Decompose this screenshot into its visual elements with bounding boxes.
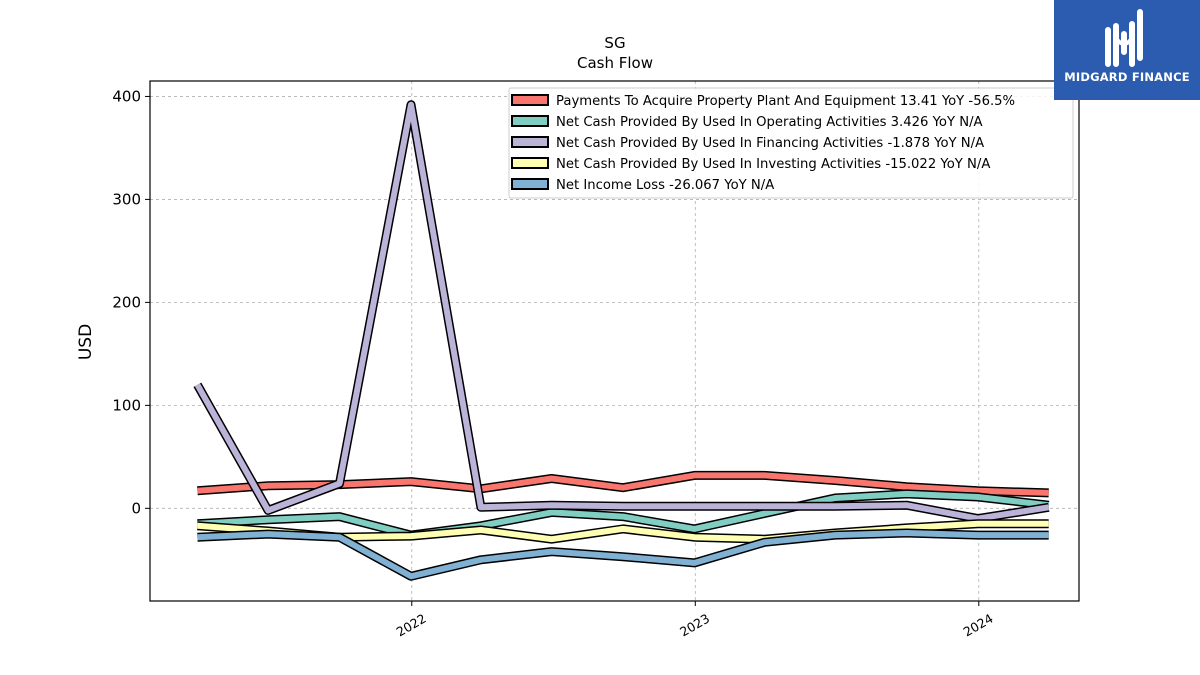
x-axis-ticks: 2022 2023 2024 (394, 601, 996, 640)
y-tick-label: 400 (112, 87, 141, 105)
series-line (197, 490, 1050, 539)
y-tick-label: 200 (112, 293, 141, 311)
y-tick-label: 0 (131, 499, 141, 517)
logo-text: MIDGARD FINANCE (1064, 70, 1190, 84)
legend-swatch (511, 157, 549, 169)
legend-label: Net Income Loss -26.067 YoY N/A (556, 178, 774, 193)
chart-title: SG (604, 34, 625, 52)
x-tick-label: 2022 (394, 611, 429, 640)
legend-swatch (511, 115, 549, 127)
midgard-logo-icon (1105, 9, 1143, 67)
legend-label: Net Cash Provided By Used In Financing A… (556, 136, 984, 151)
y-tick-label: 300 (112, 190, 141, 208)
series-layer (193, 100, 1050, 581)
plot-frame (149, 80, 1080, 602)
legend-swatch (511, 178, 549, 190)
y-axis-label: USD (76, 324, 96, 360)
legend-label: Payments To Acquire Property Plant And E… (556, 94, 1015, 109)
series-3 (193, 100, 1050, 524)
x-tick-label: 2023 (677, 611, 712, 640)
series-2 (197, 489, 1050, 540)
legend-label: Net Cash Provided By Used In Operating A… (556, 115, 983, 130)
legend: Payments To Acquire Property Plant And E… (508, 87, 1074, 199)
legend-box (508, 87, 1074, 199)
legend-swatch (511, 136, 549, 148)
x-tick-label: 2024 (961, 611, 996, 640)
y-tick-label: 100 (112, 396, 141, 414)
legend-label: Net Cash Provided By Used In Investing A… (556, 157, 990, 172)
chart-subtitle: Cash Flow (577, 54, 653, 72)
series-5 (197, 528, 1049, 581)
midgard-finance-logo: MIDGARD FINANCE (1054, 0, 1200, 100)
series-line (197, 530, 1049, 580)
y-axis-ticks: 0 100 200 300 400 (112, 87, 150, 517)
legend-swatch (511, 94, 549, 106)
series-line (194, 101, 1050, 522)
